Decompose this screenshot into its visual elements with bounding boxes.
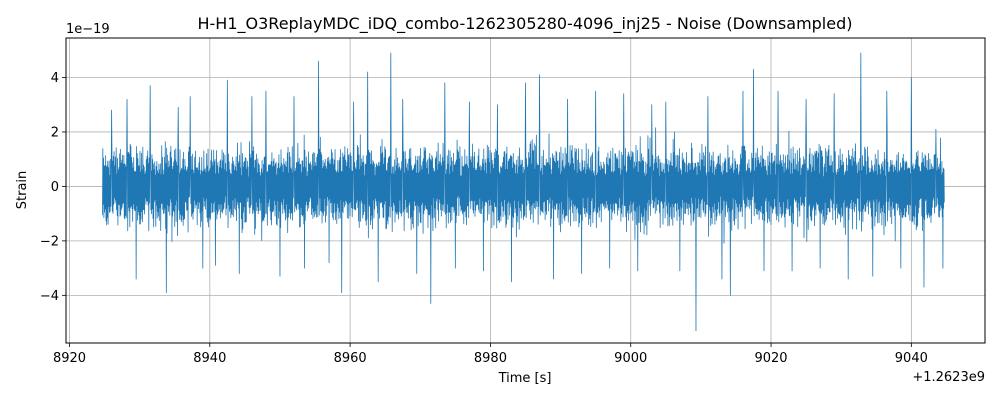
- x-tick-label: 8960: [334, 351, 367, 366]
- x-offset-label: +1.2623e9: [912, 370, 985, 385]
- y-tick-label: −4: [40, 289, 59, 304]
- x-tick-label: 9040: [895, 351, 928, 366]
- strain-series-line: [102, 52, 945, 332]
- y-tick-label: 0: [51, 180, 59, 195]
- y-tick-label: 4: [51, 71, 59, 86]
- y-tick-label: −2: [40, 234, 59, 249]
- x-tick-label: 8940: [193, 351, 226, 366]
- x-tick-label: 9020: [754, 351, 787, 366]
- x-axis-label: Time [s]: [498, 371, 552, 386]
- y-scale-label: 1e−19: [66, 22, 110, 37]
- chart-title: H-H1_O3ReplayMDC_iDQ_combo-1262305280-40…: [198, 14, 853, 34]
- x-axis-ticks: 8920 8940 8960 8980 9000 9020 9040: [53, 343, 928, 366]
- x-tick-label: 8920: [53, 351, 86, 366]
- plot-area: [102, 52, 945, 332]
- x-tick-label: 8980: [474, 351, 507, 366]
- y-axis-label: Strain: [15, 171, 30, 210]
- axes-frame: [65, 37, 986, 344]
- y-tick-label: 2: [51, 125, 59, 140]
- y-axis-ticks: −4 −2 0 2 4: [40, 71, 66, 304]
- x-tick-label: 9000: [614, 351, 647, 366]
